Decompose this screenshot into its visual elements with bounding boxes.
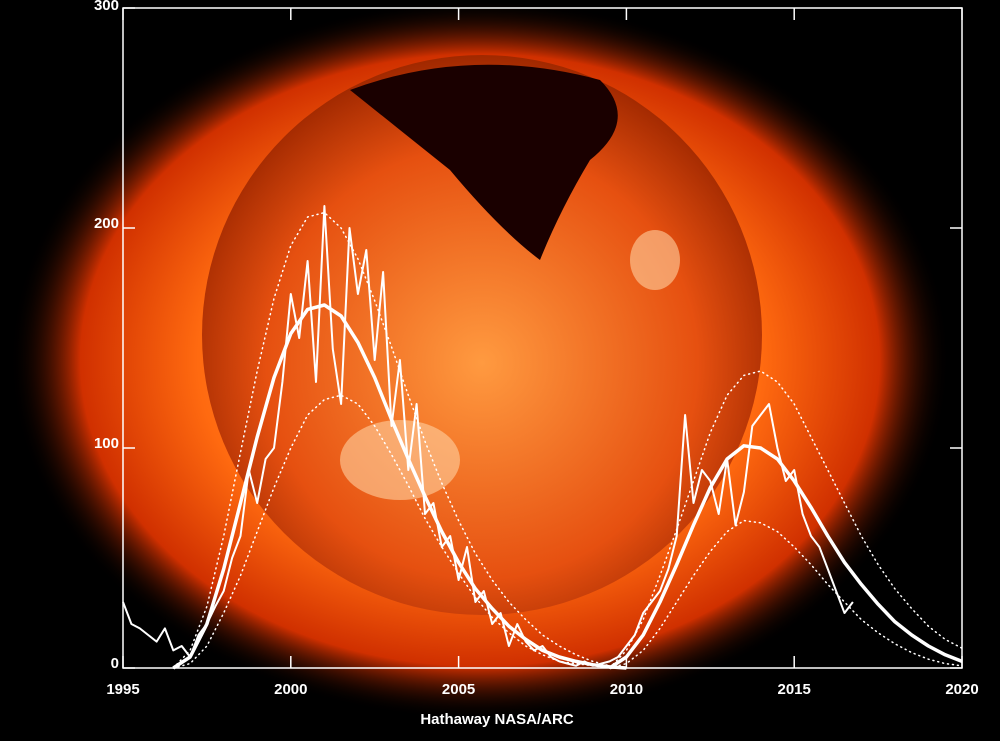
x-tick-label: 2015 [778,681,811,698]
x-tick-label: 2005 [442,681,475,698]
data-line [608,444,963,670]
data-line [122,205,854,667]
bound-line [608,519,963,669]
bound-line [172,211,628,669]
y-tick-label: 200 [94,215,119,232]
y-tick-label: 0 [111,655,119,672]
bound-line [608,370,963,669]
bound-line [172,394,628,669]
x-tick-label: 2020 [945,681,978,698]
data-line [172,303,627,670]
sun-disk [202,55,762,615]
plot-frame [122,7,963,669]
active-region [340,420,460,500]
coronal-hole [350,64,618,260]
y-tick-label: 300 [94,0,119,14]
y-tick-label: 100 [94,435,119,452]
plot: 0 100 200 300 1995 2000 2005 2010 2015 2020 [94,0,979,698]
x-tick-label: 2010 [610,681,643,698]
active-region [630,230,680,290]
x-tick-label: 2000 [274,681,307,698]
x-tick-label: 1995 [106,681,139,698]
footer: Hathaway NASA/ARC [420,711,574,728]
